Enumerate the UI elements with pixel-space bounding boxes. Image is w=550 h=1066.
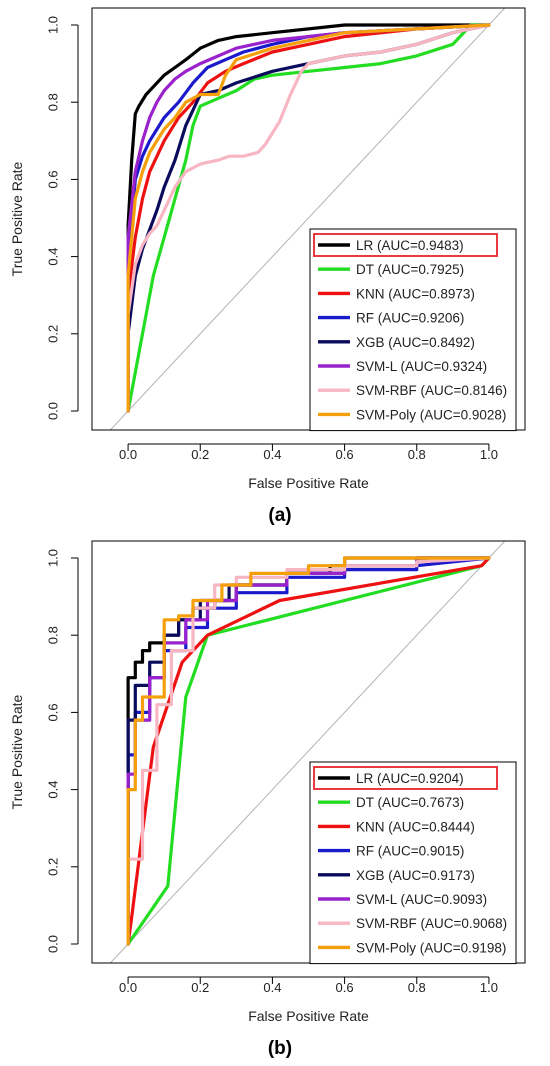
y-tick-label: 0.2 [45,325,60,343]
y-tick-label: 0.8 [45,93,60,111]
roc-curve-lr [126,23,491,413]
roc-curve-dt [126,23,491,413]
y-tick-label: 0.4 [45,781,60,799]
x-tick-label: 0.4 [263,980,281,995]
legend-entry-label: XGB (AUC=0.9173) [356,868,475,883]
legend-entry-label: SVM-Poly (AUC=0.9028) [356,407,506,422]
legend-entry-label: RF (AUC=0.9206) [356,311,464,326]
panel-label: (a) [268,505,291,526]
y-tick-label: 0.8 [45,626,60,644]
roc-curve-svm-poly [126,556,491,946]
x-tick-label: 0.0 [119,447,137,462]
x-tick-label: 0.8 [408,980,426,995]
x-tick-label: 0.6 [336,447,354,462]
legend-entry-label: KNN (AUC=0.8444) [356,819,475,834]
diagonal-reference-line [109,541,506,963]
legend-entry-label: RF (AUC=0.9015) [356,844,464,859]
x-tick-label: 0.4 [263,447,281,462]
roc-curve-knn [126,556,491,946]
legend-entry-label: KNN (AUC=0.8973) [356,286,475,301]
plot-frame [91,540,526,964]
y-tick-label: 1.0 [45,16,60,34]
roc-curve-knn [126,23,491,413]
legend-entry-label: XGB (AUC=0.8492) [356,335,475,350]
y-tick-label: 1.0 [45,549,60,567]
legend-entry-label: SVM-RBF (AUC=0.9068) [356,916,507,931]
legend-entry-label: SVM-L (AUC=0.9093) [356,892,487,907]
roc-chart-b: 0.0 0.2 0.4 0.6 0.8 1.0 0.0 0.2 0.4 0.6 0.8 1.0 Fals… [9,540,526,1059]
legend: LR (AUC=0.9204) DT (AUC=0.7673) KNN (AUC=0… [309,761,517,965]
x-axis-label: False Positive Rate [248,475,369,491]
roc-panel-a: 0.0 0.2 0.4 0.6 0.8 1.0 0.0 0.2 0.4 0.6 0.8 1.0 Fals… [9,7,526,526]
x-axis-label: False Positive Rate [248,1008,369,1024]
y-tick-label: 0.2 [45,858,60,876]
legend-entry-label: SVM-L (AUC=0.9324) [356,359,487,374]
legend-entry-label: SVM-RBF (AUC=0.8146) [356,383,507,398]
legend-box [309,228,517,432]
legend-box [309,761,517,965]
legend-highlight-box [313,233,498,257]
y-axis-label: True Positive Rate [9,161,25,276]
y-axis-label: True Positive Rate [9,694,25,809]
y-tick-label: 0.6 [45,170,60,188]
y-tick-label: 0.0 [45,935,60,953]
x-tick-label: 1.0 [480,447,498,462]
legend-entry-label: SVM-Poly (AUC=0.9198) [356,940,506,955]
x-tick-label: 1.0 [480,980,498,995]
y-tick-label: 0.4 [45,248,60,266]
roc-curve-svm-poly [126,23,491,413]
roc-panel-b: 0.0 0.2 0.4 0.6 0.8 1.0 0.0 0.2 0.4 0.6 0.8 1.0 Fals… [0,533,550,1066]
x-tick-label: 0.0 [119,980,137,995]
legend-highlight-box [313,766,498,790]
x-tick-label: 0.8 [408,447,426,462]
roc-curve-svm-rbf [126,23,491,413]
diagonal-reference-line [109,8,506,430]
panel-label: (b) [268,1038,292,1059]
plot-area [109,8,506,430]
x-tick-label: 0.6 [336,980,354,995]
legend-entry-label: DT (AUC=0.7925) [356,262,464,277]
y-tick-label: 0.0 [45,402,60,420]
x-tick-label: 0.2 [191,447,209,462]
legend: LR (AUC=0.9483) DT (AUC=0.7925) KNN (AUC=0… [309,228,517,432]
legend-entry-label: DT (AUC=0.7673) [356,795,464,810]
x-tick-label: 0.2 [191,980,209,995]
y-tick-label: 0.6 [45,703,60,721]
roc-curve-svm-l [126,23,491,413]
plot-frame [91,7,526,431]
roc-chart-a: 0.0 0.2 0.4 0.6 0.8 1.0 0.0 0.2 0.4 0.6 0.8 1.0 Fals… [9,7,526,526]
legend-entry-label: LR (AUC=0.9483) [356,238,464,253]
plot-area [109,541,506,963]
legend-entry-label: LR (AUC=0.9204) [356,771,464,786]
